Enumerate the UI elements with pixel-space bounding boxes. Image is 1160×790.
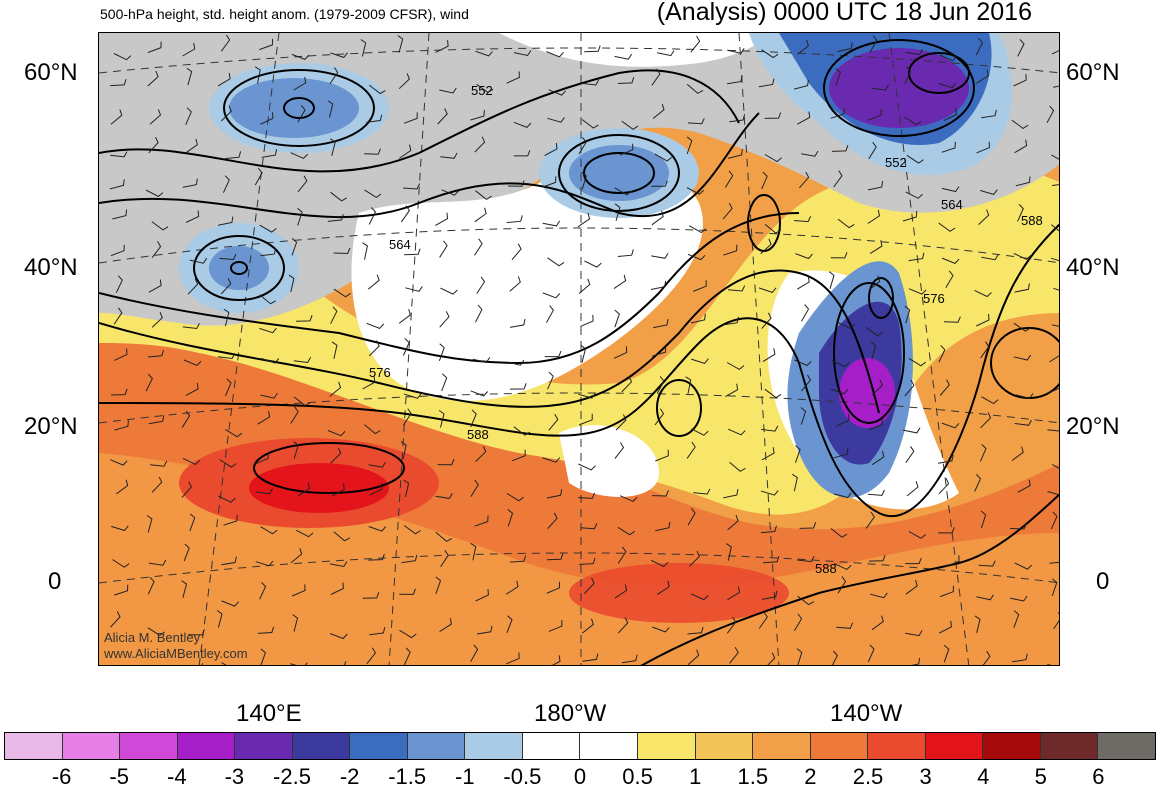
colorbar-swatch [408, 733, 466, 759]
lat-label-60n-left: 60°N [24, 59, 78, 87]
colorbar-tick-label: 2.5 [853, 764, 884, 790]
contour-label: 552 [471, 83, 493, 98]
colorbar-swatch [523, 733, 581, 759]
contour-label: 552 [885, 155, 907, 170]
colorbar-swatch [868, 733, 926, 759]
anomaly-neg-japan [209, 246, 269, 290]
colorbar-swatch [178, 733, 236, 759]
anomaly-neg-alaska-core [829, 48, 969, 128]
anomaly-max-core [249, 463, 389, 513]
colorbar-tick-label: -5 [109, 764, 129, 790]
contour-label: 576 [369, 365, 391, 380]
colorbar-swatch [120, 733, 178, 759]
colorbar-swatch [811, 733, 869, 759]
colorbar-tick-label: 2 [804, 764, 816, 790]
lat-label-0-left: 0 [48, 568, 61, 596]
map-panel: 552 564 576 588 552 564 576 588 588 [98, 32, 1060, 666]
contour-label: 588 [1021, 213, 1043, 228]
colorbar-swatch [580, 733, 638, 759]
contour-label: 564 [389, 237, 411, 252]
colorbar-tick-label: -1 [455, 764, 475, 790]
colorbar-tick-label: -4 [167, 764, 187, 790]
colorbar-swatch [983, 733, 1041, 759]
colorbar-swatch [696, 733, 754, 759]
contour-label: 564 [941, 197, 963, 212]
lat-label-40n-left: 40°N [24, 254, 78, 282]
colorbar-tick-label: 5 [1035, 764, 1047, 790]
colorbar-tick-label: 0.5 [622, 764, 653, 790]
colorbar-tick-label: -6 [52, 764, 72, 790]
credit-name: Alicia M. Bentley [104, 630, 248, 646]
colorbar-tick-label: -3 [225, 764, 245, 790]
colorbar-tick-label: 4 [977, 764, 989, 790]
colorbar-swatch [5, 733, 63, 759]
lat-label-40n-right: 40°N [1066, 254, 1120, 282]
colorbar [4, 732, 1156, 760]
author-credit: Alicia M. Bentley www.AliciaMBentley.com [104, 630, 248, 662]
colorbar-tick-label: -1.5 [388, 764, 426, 790]
map-title-left: 500-hPa height, std. height anom. (1979-… [100, 6, 469, 22]
colorbar-tick-label: -0.5 [503, 764, 541, 790]
contour-label: 588 [467, 427, 489, 442]
lon-label-140e: 140°E [236, 700, 302, 728]
colorbar-tick-label: 1.5 [738, 764, 769, 790]
colorbar-swatch [1098, 733, 1155, 759]
colorbar-swatch [235, 733, 293, 759]
colorbar-swatch [350, 733, 408, 759]
colorbar-swatch [465, 733, 523, 759]
lat-label-0-right: 0 [1096, 568, 1109, 596]
colorbar-tick-label: -2 [340, 764, 360, 790]
colorbar-tick-label: -2.5 [273, 764, 311, 790]
map-svg: 552 564 576 588 552 564 576 588 588 [99, 33, 1060, 666]
contour-label: 588 [815, 561, 837, 576]
colorbar-tick-label: 3 [919, 764, 931, 790]
lat-label-20n-left: 20°N [24, 413, 78, 441]
lat-label-60n-right: 60°N [1066, 59, 1120, 87]
colorbar-swatch [293, 733, 351, 759]
colorbar-tick-label: 0 [574, 764, 586, 790]
contour-label: 576 [923, 291, 945, 306]
colorbar-swatch [753, 733, 811, 759]
credit-url: www.AliciaMBentley.com [104, 646, 248, 662]
colorbar-tick-label: 1 [689, 764, 701, 790]
colorbar-swatch [638, 733, 696, 759]
lon-label-140w: 140°W [830, 700, 902, 728]
colorbar-swatch [1041, 733, 1099, 759]
anomaly-neg-bering [229, 78, 359, 138]
colorbar-swatch [926, 733, 984, 759]
colorbar-tick-label: 6 [1092, 764, 1104, 790]
colorbar-swatch [63, 733, 121, 759]
lat-label-20n-right: 20°N [1066, 413, 1120, 441]
map-title-right: (Analysis) 0000 UTC 18 Jun 2016 [657, 0, 1032, 27]
lon-label-180w: 180°W [534, 700, 606, 728]
